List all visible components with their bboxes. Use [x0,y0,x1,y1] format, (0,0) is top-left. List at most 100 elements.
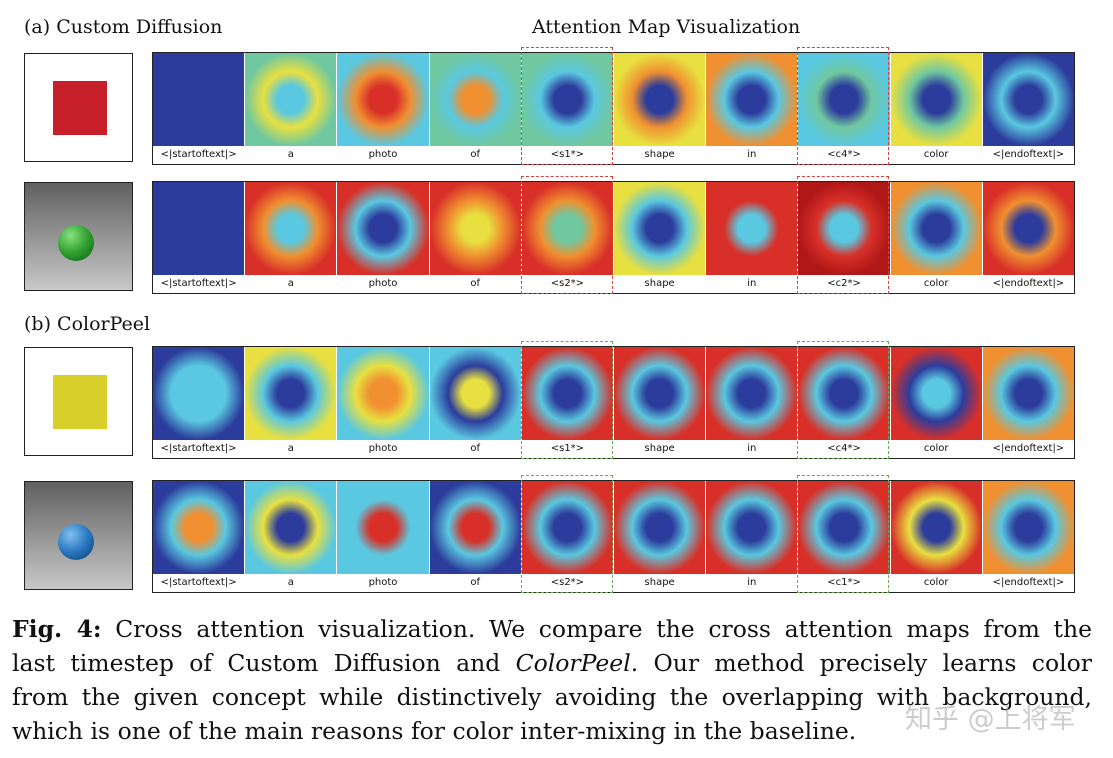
attention-map-cell: in [706,182,799,293]
attention-heatmap [706,182,798,275]
figure-title: Attention Map Visualization [532,16,801,38]
attention-map-cell: <|startoftext|> [153,347,246,458]
token-label: in [706,574,798,592]
attention-map-cell: photo [337,347,430,458]
attention-heatmap [429,481,521,574]
attention-heatmap [521,53,614,146]
attention-map-strip: <|startoftext|> a photo of <s1*> shape in <c4*>… [152,52,1075,165]
attention-map-cell: <s1*> [521,53,615,164]
token-label: of [429,440,521,458]
attention-map-strip: <|startoftext|> a photo of <s1*> shape in <c4*>… [152,346,1075,459]
token-label: a [245,440,337,458]
token-label: photo [337,574,429,592]
attention-heatmap [614,182,706,275]
attention-map-cell: <|endoftext|> [982,347,1075,458]
attention-heatmap [153,347,245,440]
attention-map-cell: in [706,53,799,164]
token-label: <s2*> [521,574,614,592]
attention-heatmap [890,182,982,275]
attention-map-strip: <|startoftext|> a photo of <s2*> shape in <c1*>… [152,480,1075,593]
token-label: <c4*> [798,146,890,164]
attention-map-cell: of [429,182,522,293]
token-label: photo [337,146,429,164]
attention-heatmap [337,182,429,275]
caption-label: Fig. 4: [12,615,102,643]
attention-heatmap [798,347,890,440]
section-label-colorpeel: (b) ColorPeel [24,313,151,335]
attention-map-cell: photo [337,481,430,592]
attention-map-cell: shape [614,182,707,293]
caption-line: . Our method precisely learns color [630,649,1092,677]
token-label: color [890,146,982,164]
figure-caption: Fig. 4: Cross attention visualization. W… [12,612,1092,748]
token-label: photo [337,440,429,458]
attention-heatmap [982,53,1075,146]
attention-map-cell: <|endoftext|> [982,53,1075,164]
attention-map-cell: <|startoftext|> [153,481,246,592]
token-label: <|endoftext|> [982,440,1075,458]
token-label: a [245,146,337,164]
attention-heatmap [153,481,245,574]
concept-image-blue-sphere [24,481,133,590]
watermark: 知乎 @上将军 [905,704,1076,735]
attention-map-cell: of [429,347,522,458]
attention-map-cell: a [245,481,338,592]
attention-map-cell: <|startoftext|> [153,182,246,293]
attention-heatmap [337,481,429,574]
token-label: <|startoftext|> [153,574,245,592]
token-label: <s2*> [521,275,614,293]
attention-heatmap [798,53,890,146]
attention-map-cell: photo [337,53,430,164]
attention-map-cell: in [706,347,799,458]
token-label: shape [614,574,706,592]
attention-heatmap [521,347,614,440]
attention-map-cell: shape [614,53,707,164]
attention-heatmap [706,53,798,146]
attention-map-cell: <c4*> [798,347,891,458]
attention-heatmap [245,53,337,146]
attention-heatmap [614,53,706,146]
token-label: <|startoftext|> [153,440,245,458]
token-label: <|endoftext|> [982,275,1075,293]
token-label: <|endoftext|> [982,574,1075,592]
attention-map-cell: color [890,182,983,293]
attention-map-cell: color [890,53,983,164]
token-label: shape [614,440,706,458]
attention-map-cell: photo [337,182,430,293]
attention-heatmap [614,347,706,440]
attention-heatmap [706,481,798,574]
token-label: a [245,275,337,293]
token-label: of [429,146,521,164]
concept-image-yellow-square [24,347,133,456]
attention-heatmap [337,53,429,146]
attention-map-cell: <s2*> [521,182,615,293]
token-label: photo [337,275,429,293]
attention-map-cell: shape [614,481,707,592]
attention-heatmap [982,347,1075,440]
attention-map-cell: a [245,182,338,293]
caption-line: last timestep of Custom Diffusion and [12,649,516,677]
token-label: <s1*> [521,146,614,164]
token-label: <|startoftext|> [153,146,245,164]
token-label: <c1*> [798,574,890,592]
attention-map-cell: color [890,481,983,592]
attention-map-cell: of [429,53,522,164]
attention-map-cell: <c4*> [798,53,891,164]
token-label: <|startoftext|> [153,275,245,293]
attention-map-cell: color [890,347,983,458]
section-label-custom-diffusion: (a) Custom Diffusion [24,16,223,38]
token-label: <|endoftext|> [982,146,1075,164]
token-label: shape [614,275,706,293]
token-label: <c4*> [798,440,890,458]
attention-heatmap [982,182,1075,275]
attention-heatmap [521,182,614,275]
concept-image-red-square [24,53,133,162]
attention-map-cell: <|startoftext|> [153,53,246,164]
attention-heatmap [245,481,337,574]
attention-map-cell: <|endoftext|> [982,481,1075,592]
attention-heatmap [982,481,1075,574]
concept-image-green-sphere [24,182,133,291]
attention-map-strip: <|startoftext|> a photo of <s2*> shape in <c2*>… [152,181,1075,294]
token-label: <c2*> [798,275,890,293]
attention-map-cell: a [245,53,338,164]
